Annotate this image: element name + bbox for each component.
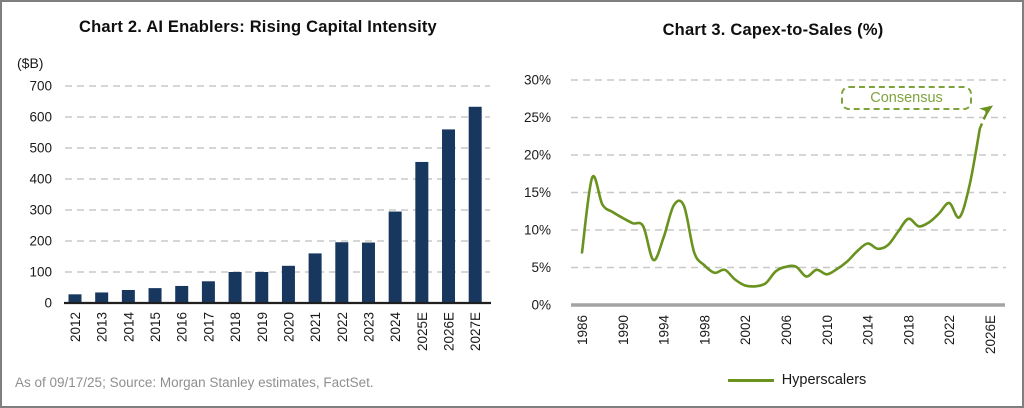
y-tick-label: 0% (531, 298, 551, 313)
consensus-arrow-icon (979, 105, 994, 118)
x-tick-label: 2012 (68, 312, 83, 342)
legend-series-label: Hyperscalers (781, 372, 867, 388)
bar-2014 (121, 289, 135, 303)
x-tick-label: 2026E (983, 315, 998, 354)
x-tick-label: 1998 (697, 315, 712, 345)
bar-2022 (335, 242, 349, 303)
x-tick-label: 2025E (415, 312, 430, 351)
y-tick-label: 10% (524, 223, 551, 238)
x-tick-label: 2019 (255, 312, 270, 342)
bar-2021 (308, 253, 322, 303)
x-tick-label: 2020 (281, 312, 296, 342)
x-tick-label: 2021 (308, 312, 323, 342)
x-tick-label: 1994 (657, 315, 672, 346)
x-tick-label: 2016 (175, 312, 190, 342)
bar-2020 (281, 265, 295, 303)
hyperscalers-line (580, 127, 982, 288)
x-tick-label: 2015 (148, 312, 163, 342)
bar-2025E (415, 161, 429, 303)
x-tick-label: 2027E (468, 312, 483, 351)
y-tick-label: 5% (531, 260, 551, 275)
x-tick-label: 2026E (442, 312, 457, 351)
y-tick-label: 30% (524, 73, 551, 88)
bar-2024 (388, 211, 402, 303)
x-tick-label: 1990 (616, 315, 631, 345)
legend-line-swatch (727, 378, 774, 382)
bar-2016 (175, 285, 189, 303)
bar-2013 (95, 292, 109, 303)
y-tick-label: 300 (29, 203, 52, 218)
bar-2026E (442, 129, 456, 303)
y-tick-label: 500 (29, 141, 52, 156)
x-tick-label: 2018 (901, 315, 916, 345)
x-tick-label: 2002 (738, 315, 753, 345)
bar-2017 (201, 281, 215, 303)
x-tick-label: 2022 (942, 315, 957, 345)
y-tick-label: 700 (29, 79, 52, 94)
chart3-title: Chart 3. Capex-to-Sales (%) (662, 21, 884, 39)
y-tick-label: 100 (29, 265, 52, 280)
x-tick-label: 2014 (861, 315, 876, 346)
y-tick-label: 15% (524, 185, 551, 200)
y-tick-label: 600 (29, 110, 52, 125)
bar-2012 (68, 294, 82, 303)
y-tick-label: 200 (29, 234, 52, 249)
y-axis-unit-label: ($B) (17, 55, 44, 71)
consensus-annotation: Consensus (841, 86, 972, 110)
bar-2019 (255, 272, 269, 303)
x-tick-label: 2014 (121, 312, 136, 343)
y-tick-label: 25% (524, 110, 551, 125)
bar-2018 (228, 272, 242, 303)
y-tick-label: 0 (44, 296, 52, 311)
bar-2027E (468, 106, 482, 304)
legend: Hyperscalers (697, 371, 897, 389)
x-tick-label: 1986 (575, 315, 590, 345)
bar-2015 (148, 288, 162, 303)
x-tick-label: 2006 (779, 315, 794, 345)
x-tick-label: 2010 (820, 315, 835, 345)
x-tick-label: 2022 (335, 312, 350, 342)
y-tick-label: 400 (29, 172, 52, 187)
x-tick-label: 2018 (228, 312, 243, 342)
bar-2023 (361, 242, 375, 303)
chart2-title: Chart 2. AI Enablers: Rising Capital Int… (79, 18, 437, 36)
x-tick-label: 2024 (388, 312, 403, 343)
y-tick-label: 20% (524, 148, 551, 163)
x-tick-label: 2017 (201, 312, 216, 342)
source-footnote: As of 09/17/25; Source: Morgan Stanley e… (15, 375, 374, 390)
x-tick-label: 2013 (95, 312, 110, 342)
x-tick-label: 2023 (361, 312, 376, 342)
